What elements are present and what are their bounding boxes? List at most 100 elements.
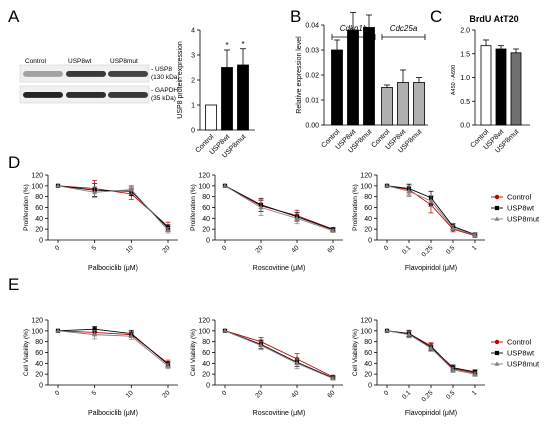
group-label: Cdkn1b [340,24,368,33]
y-tick-label: 120 [31,318,43,325]
bar [397,82,409,126]
y-tick-label: 0 [191,128,195,135]
data-point [92,189,98,195]
data-point [294,360,300,366]
bar [363,27,375,126]
panel-letter-e: E [8,275,19,294]
series-line [57,185,169,229]
chart-title: BrdU AtT20 [469,14,518,24]
y-tick-label: 0 [39,238,43,245]
data-point [294,215,300,221]
data-point [428,198,434,203]
blot-band [23,70,63,77]
x-tick-label: 10 [125,244,135,254]
series-line [57,185,169,227]
blot-band [66,91,106,98]
blot-band [108,70,148,77]
y-tick-label: 100 [360,328,372,335]
legend-label: USP8mut [507,215,540,224]
series-line [224,185,334,230]
x-tick-label: 0 [54,389,62,397]
data-point [428,345,434,350]
y-axis-label: Cell Viability (%) [23,329,30,376]
legend-label: USP8mut [507,360,540,369]
x-axis-label: Palbociclib (μM) [88,265,138,272]
blot-lane-label: Control [25,58,47,65]
legend-label: USP8wt [507,349,535,358]
panel-letter-b: B [290,7,301,26]
bar [331,49,343,126]
y-tick-label: 40 [364,216,372,223]
y-tick-label: 20 [364,372,372,379]
y-tick-label: 20 [35,372,43,379]
data-point [258,342,264,348]
data-point [472,371,478,376]
x-tick-label: 40 [290,389,300,399]
legend-label: Control [507,193,532,202]
data-point [55,183,61,188]
data-point [450,367,456,372]
series-line [57,328,169,365]
blot-band [66,70,106,77]
y-tick-label: 80 [202,339,210,346]
data-point [92,327,97,332]
y-tick-label: 0 [206,238,210,245]
y-tick-label: 0.02 [305,73,319,80]
bar [510,52,522,126]
group-label: Cdc25a [390,24,418,33]
y-axis-label: Relative expression level [296,36,303,114]
bar [480,45,492,126]
data-point [222,328,228,333]
legend: Control USP8wt USP8mut [491,193,540,224]
y-tick-label: 60 [202,350,210,357]
y-tick-label: 60 [202,205,210,212]
y-tick-label: 0 [368,238,372,245]
data-point [406,188,412,194]
y-tick-label: 100 [360,183,372,190]
y-tick-label: 0.03 [305,48,319,55]
y-tick-label: 40 [35,361,43,368]
x-tick-label: 5 [91,244,99,252]
data-point [384,328,390,333]
bar [381,87,393,126]
blot-lane-label: USP8wt [68,58,92,65]
data-point [165,363,171,368]
y-tick-label: 2.0 [460,28,470,35]
data-point [450,225,456,230]
series-line [224,330,334,379]
series-line [224,330,334,378]
y-tick-label: 100 [31,183,43,190]
panel-letter-a: A [8,7,20,26]
y-tick-label: 120 [198,318,210,325]
x-axis-label: Roscovitine (μM) [253,410,306,417]
data-point [494,361,500,366]
y-tick-label: 80 [364,339,372,346]
x-tick-label: 20 [254,244,264,254]
x-tick-label: 0.1 [401,389,413,401]
series-line [224,330,334,379]
data-point [494,339,500,345]
x-tick-label: 20 [161,244,171,254]
y-tick-label: 0.0 [460,123,470,130]
y-tick-label: 0.00 [305,123,319,130]
x-tick-label: 20 [254,389,264,399]
y-tick-label: 0.5 [460,99,470,106]
x-tick-label: 0.5 [445,244,457,256]
y-axis-label: Proliferation (%) [352,184,359,231]
x-axis-label: Flavopiridol (μM) [405,410,457,417]
y-tick-label: 0.01 [305,98,319,105]
x-tick-label: 60 [326,389,336,399]
series-line [57,185,169,231]
data-point [494,350,500,356]
y-tick-label: 3 [191,53,195,60]
x-tick-label: 0.5 [445,389,457,401]
data-point [222,183,228,188]
blot-band-name: - GAPDH [151,87,178,94]
blot-band-size: (35 kDa) [151,95,176,102]
series-line [386,330,476,374]
